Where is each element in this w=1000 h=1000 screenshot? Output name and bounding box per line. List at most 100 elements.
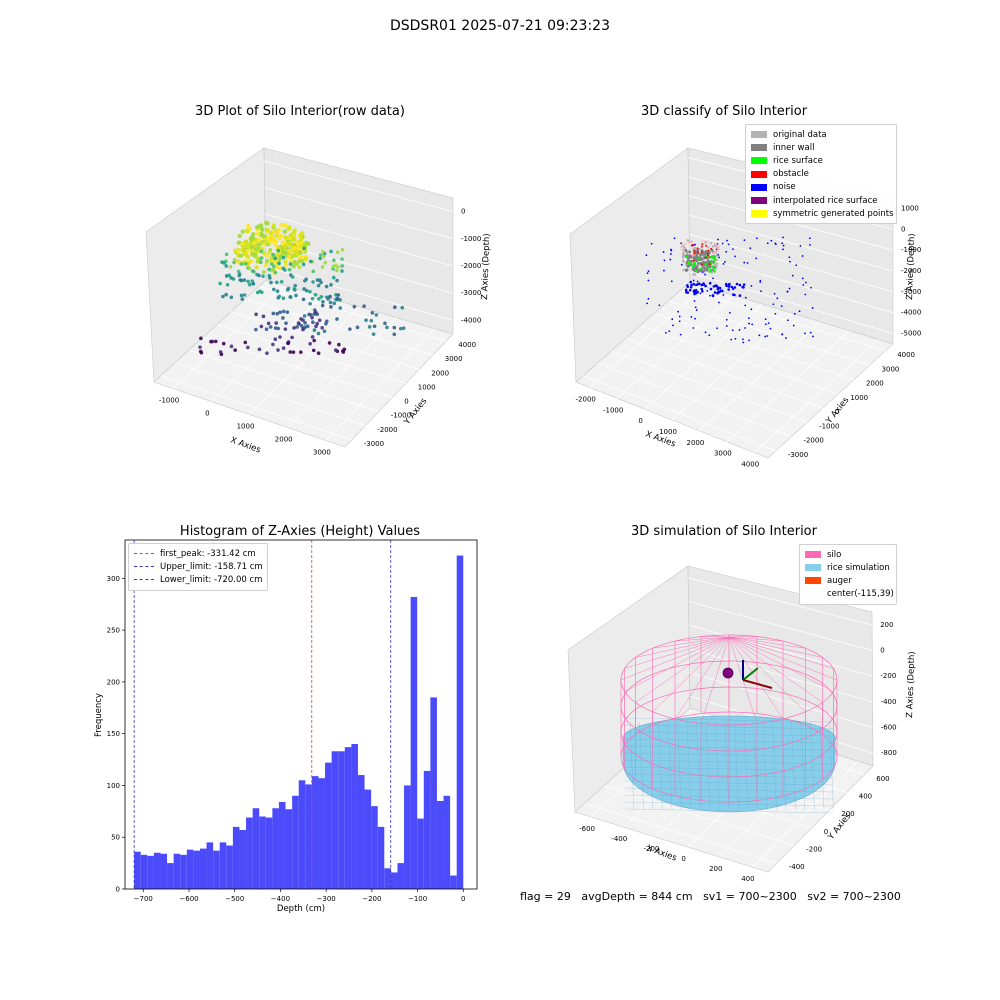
legend-swatch <box>805 591 821 598</box>
panel4-z-label: Z Axies (Depth) <box>905 651 917 718</box>
noise-point <box>647 279 650 282</box>
data-point <box>221 341 226 346</box>
data-point <box>276 348 280 352</box>
noise-point <box>692 282 696 286</box>
legend-line <box>134 579 154 581</box>
legend-swatch <box>751 157 767 165</box>
data-point <box>259 256 264 260</box>
data-point <box>400 305 405 310</box>
rice-surface-point <box>685 255 688 258</box>
noise-point <box>669 258 672 261</box>
data-point <box>313 293 318 297</box>
y-tick-label: 3000 <box>882 365 900 373</box>
original-point <box>681 256 685 259</box>
data-point <box>371 332 376 336</box>
original-point <box>710 271 714 274</box>
rice-surface-point <box>712 270 716 273</box>
legend-label: first_peak: -331.42 cm <box>160 548 256 559</box>
legend-swatch <box>751 183 767 191</box>
data-point <box>308 341 312 346</box>
data-point <box>311 320 315 324</box>
noise-point <box>812 335 814 338</box>
z-tick-label: -400 <box>881 698 897 706</box>
original-point <box>698 247 701 251</box>
silo-roof-line <box>635 636 730 703</box>
noise-point <box>670 280 673 283</box>
data-point <box>259 227 265 232</box>
noise-point <box>742 283 746 286</box>
y-tick-label: 600 <box>876 775 889 783</box>
axis-x-arrow <box>742 679 773 689</box>
generated-point <box>718 247 720 250</box>
histogram-bar <box>232 826 240 889</box>
data-point <box>328 294 332 299</box>
data-point <box>316 283 321 288</box>
silo-simulation-3d-plot[interactable]: -600 -400 -200 0 200 400 -400 -200 0 200 400 600 -80… <box>500 500 1000 1000</box>
histogram-bar <box>417 818 424 889</box>
legend-label: noise <box>773 182 796 193</box>
noise-point <box>677 310 679 313</box>
data-point <box>336 265 340 269</box>
data-point <box>317 318 322 323</box>
rice-surface-point <box>699 267 702 271</box>
noise-point <box>776 297 779 300</box>
data-point <box>254 327 258 332</box>
noise-point <box>679 333 682 336</box>
data-point <box>317 297 321 301</box>
data-point <box>255 231 261 237</box>
y-tick-label: -1000 <box>391 412 411 420</box>
data-point <box>335 296 340 301</box>
generated-point <box>682 250 685 253</box>
noise-point <box>689 285 693 289</box>
data-point <box>284 243 289 248</box>
noise-point <box>695 309 698 311</box>
panel2-z-label: Z Axies (Depth) <box>905 233 917 300</box>
status-footer: flag = 29 avgDepth = 844 cm sv1 = 700~23… <box>520 890 901 903</box>
x-tick-label: 4000 <box>741 461 759 469</box>
raw-data-3d-plot[interactable]: -1000 0 1000 2000 3000 -3000 -2000 -1000 0 1000 20… <box>0 0 500 500</box>
data-point <box>333 348 338 352</box>
y-tick-label: 1000 <box>850 394 868 402</box>
noise-point <box>688 288 692 292</box>
original-point <box>715 265 718 268</box>
noise-point <box>721 242 724 245</box>
data-point <box>249 234 255 240</box>
data-point <box>302 287 306 291</box>
noise-point <box>738 283 742 287</box>
noise-point <box>678 315 681 318</box>
data-point <box>238 278 243 282</box>
depth-histogram[interactable]: −700 −600 −500 −400 −300 −200 −100 0 0 50 100 150 20… <box>0 500 500 1000</box>
rice-mesh-line <box>705 721 711 811</box>
noise-point <box>678 320 681 323</box>
data-point <box>392 332 397 337</box>
data-point <box>276 248 281 253</box>
data-point <box>263 262 269 268</box>
noise-point <box>733 286 737 289</box>
obstacle-point <box>700 250 703 253</box>
classify-3d-plot[interactable]: -2000 -1000 0 1000 2000 3000 4000 -3000 -2000 -10… <box>500 0 1000 500</box>
x-tick-label: -200 <box>643 845 659 853</box>
data-point <box>259 260 263 265</box>
histogram-bar <box>331 751 339 889</box>
legend-label: original data <box>773 129 827 140</box>
x-tick-label: 3000 <box>714 450 732 458</box>
legend-label: rice simulation <box>827 562 890 573</box>
inner-wall-point <box>685 269 688 272</box>
noise-point <box>801 255 804 257</box>
noise-point <box>764 323 767 326</box>
data-point <box>297 255 303 260</box>
data-point <box>298 237 304 242</box>
noise-point <box>645 254 648 257</box>
z-tick-label: -4000 <box>901 309 921 317</box>
z-tick-label: -1000 <box>901 246 921 254</box>
x-tick-label: −500 <box>225 895 244 903</box>
obstacle-point <box>700 245 703 248</box>
generated-point <box>701 240 703 242</box>
data-point <box>219 352 224 357</box>
data-point <box>290 275 295 279</box>
noise-point <box>663 259 666 262</box>
data-point <box>243 340 248 345</box>
generated-point <box>680 246 682 249</box>
data-point <box>323 260 328 265</box>
data-point <box>362 304 366 308</box>
